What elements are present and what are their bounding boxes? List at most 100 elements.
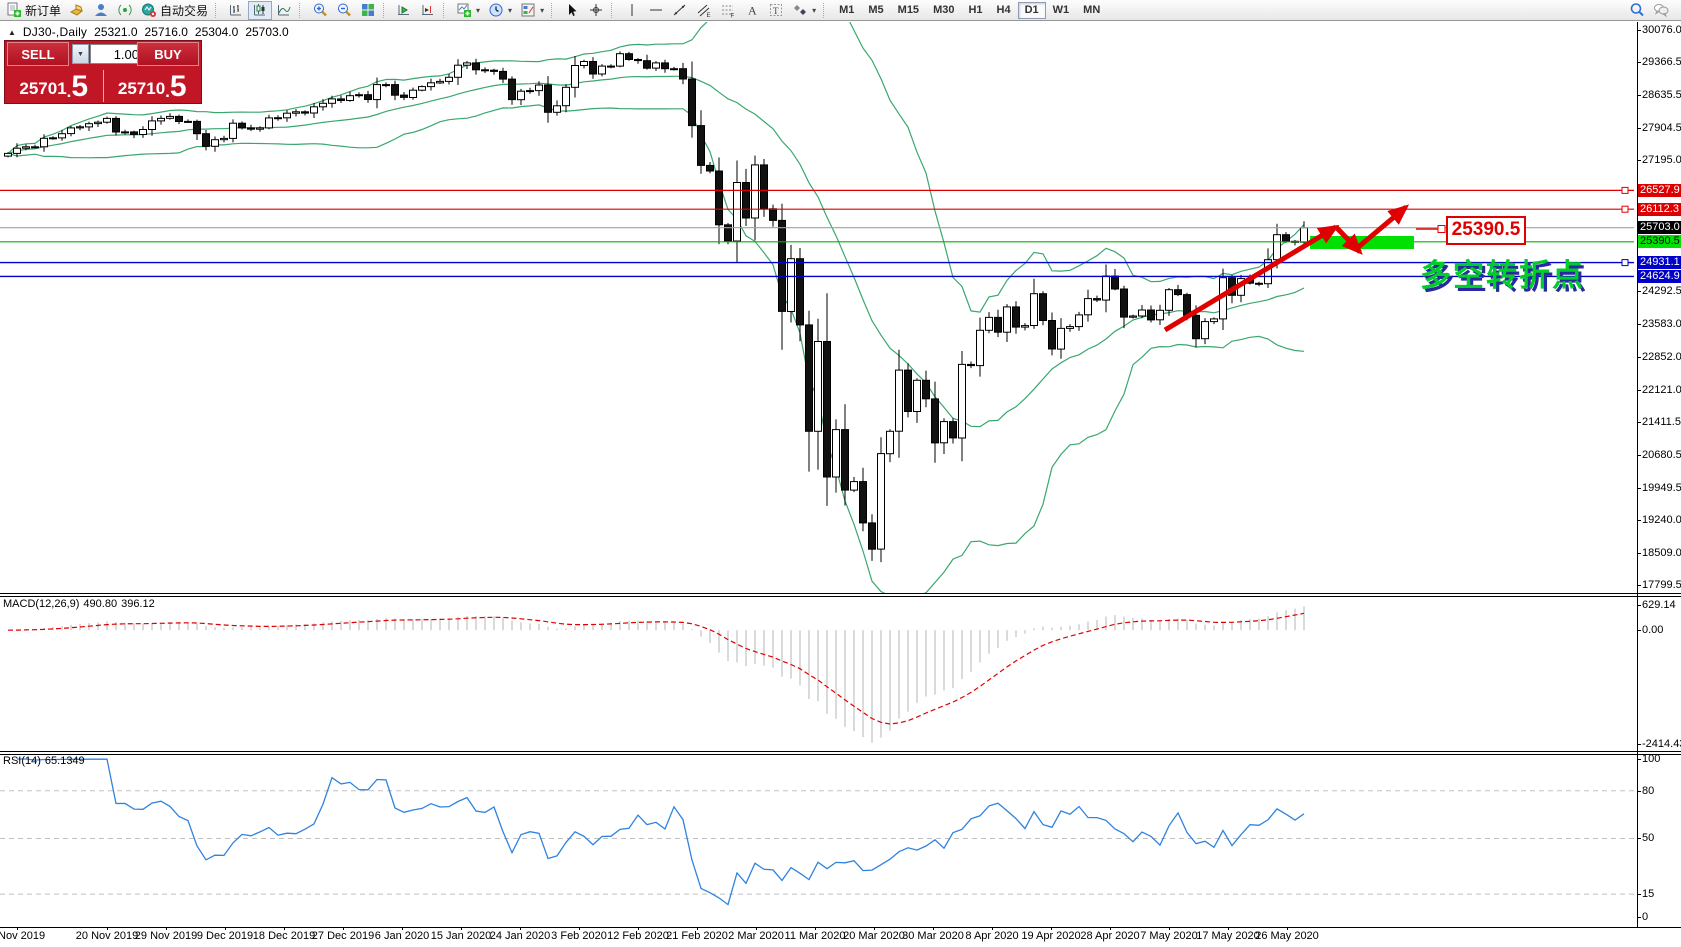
panel-separator — [0, 927, 1681, 928]
fibonacci-button[interactable]: F — [716, 1, 740, 20]
trendline-button[interactable] — [668, 1, 692, 20]
signals-button[interactable] — [113, 1, 137, 20]
rsi-axis-tick — [1637, 759, 1641, 760]
price-flag-label[interactable]: 25390.5 — [1446, 216, 1526, 245]
panel-separator[interactable] — [0, 593, 1681, 594]
rsi-axis-tick — [1637, 838, 1641, 839]
price-axis-tick — [1637, 519, 1641, 521]
annotation-note[interactable]: 多空转折点 — [1420, 258, 1585, 293]
zoom-in-button[interactable] — [308, 1, 332, 20]
candlestick-series — [4, 51, 1308, 563]
bar-chart-button[interactable] — [224, 1, 248, 20]
timeframe-h1[interactable]: H1 — [961, 2, 989, 19]
toolbar-group: ▾ ▾ ▾ — [452, 0, 548, 21]
price-axis-label: 20680.5 — [1642, 448, 1681, 461]
price-axis-label: 19240.0 — [1642, 513, 1681, 526]
sell-button[interactable]: SELL — [7, 42, 69, 66]
toolbar-group — [392, 0, 440, 21]
auto-trading-button[interactable]: 自动交易 — [137, 1, 212, 20]
date-axis-tick — [520, 927, 521, 930]
cursor-icon — [564, 2, 580, 18]
macd-axis-tick — [1637, 630, 1641, 631]
horizontal-level-line[interactable] — [0, 259, 1634, 267]
trend-arrows[interactable] — [1163, 204, 1410, 333]
symbol-name: DJ30-,Daily — [22, 25, 88, 39]
date-axis-label: 21 Feb 2020 — [666, 930, 728, 942]
cursor-button[interactable] — [560, 1, 584, 20]
new-order-button[interactable]: 新订单 — [2, 1, 65, 20]
line-chart-button[interactable] — [272, 1, 296, 20]
rsi-axis-tick — [1637, 917, 1641, 918]
macd-axis-tick — [1637, 744, 1641, 745]
panel-separator[interactable] — [0, 751, 1681, 752]
date-axis-tick — [402, 927, 403, 930]
price-axis-label: 28635.5 — [1642, 89, 1681, 102]
volume-decrease-button[interactable]: ▼ — [72, 44, 89, 64]
svg-text:T: T — [773, 6, 779, 16]
chevron-down-icon: ▾ — [540, 5, 545, 15]
price-axis-tick — [1637, 552, 1641, 554]
price-axis-label: 22852.0 — [1642, 350, 1681, 363]
indicators-button[interactable]: ▾ — [516, 1, 548, 20]
toolbar-separator — [823, 2, 828, 18]
date-axis-tick — [815, 927, 816, 930]
zoom-out-button[interactable] — [332, 1, 356, 20]
toolbar-group — [560, 0, 608, 21]
sell-price[interactable]: 25701. 5 — [19, 70, 89, 103]
timeframe-m5[interactable]: M5 — [861, 2, 890, 19]
price-axis-tick — [1637, 356, 1641, 358]
price-axis-label: 27195.0 — [1642, 154, 1681, 167]
price-axis-label: 29366.5 — [1642, 56, 1681, 69]
crosshair-button[interactable] — [584, 1, 608, 20]
candlestick-chart-button[interactable] — [248, 0, 273, 20]
new-chart-button[interactable]: ▾ — [452, 1, 484, 20]
date-axis-tick — [756, 927, 757, 930]
date-axis-tick — [1228, 927, 1229, 930]
community-button[interactable] — [89, 1, 113, 20]
text-button[interactable]: A — [740, 1, 764, 20]
text-label-button[interactable]: T — [764, 1, 788, 20]
timeframe-d1[interactable]: D1 — [1017, 1, 1046, 19]
auto-trading-icon — [141, 2, 157, 18]
timeframe-w1[interactable]: W1 — [1046, 2, 1077, 19]
tile-windows-button[interactable] — [356, 1, 380, 20]
volume-input[interactable] — [90, 44, 144, 64]
date-axis-tick — [17, 927, 18, 930]
timeframe-h4[interactable]: H4 — [990, 2, 1018, 19]
buy-price[interactable]: 25710. 5 — [117, 70, 187, 103]
timeframe-m30[interactable]: M30 — [926, 2, 961, 19]
buy-button[interactable]: BUY — [137, 42, 199, 66]
price-axis-tick — [1637, 128, 1641, 130]
bollinger-bands — [7, 22, 1305, 593]
date-axis-label: 20 Mar 2020 — [843, 930, 905, 942]
price-axis-tick — [1637, 454, 1641, 456]
toolbar-separator — [551, 2, 556, 18]
toolbar-group — [308, 0, 380, 21]
search-button[interactable] — [1625, 1, 1649, 20]
price-axis-label: 27904.5 — [1642, 122, 1681, 135]
chart-shift-button[interactable] — [416, 1, 440, 20]
date-axis-tick — [638, 927, 639, 930]
crosshair-icon — [588, 2, 604, 18]
new-order-label: 新订单 — [25, 3, 62, 18]
timeframe-mn[interactable]: MN — [1076, 2, 1107, 19]
auto-scroll-button[interactable] — [392, 1, 416, 20]
equidistant-channel-button[interactable]: E — [692, 1, 716, 20]
timeframe-m1[interactable]: M1 — [832, 2, 861, 19]
date-axis-label: 24 Jan 2020 — [489, 930, 551, 942]
timeframe-m15[interactable]: M15 — [891, 2, 926, 19]
favorites-icon — [69, 2, 85, 18]
arrows-button[interactable]: ▾ — [788, 1, 820, 20]
horizontal-line-button[interactable] — [644, 1, 668, 20]
toolbar-separator — [611, 2, 616, 18]
horizontal-level-line[interactable] — [0, 205, 1634, 213]
periods-button[interactable]: ▾ — [484, 1, 516, 20]
horizontal-level-line[interactable] — [0, 186, 1634, 194]
chat-button[interactable] — [1649, 1, 1673, 20]
favorites-button[interactable] — [65, 1, 89, 20]
toolbar: 新订单 自动交易 ▾ ▾ ▾ E F A T ▾ M1 M5 M15 M30 H1 H4 D1 W1 MN — [0, 0, 1681, 21]
date-axis-label: 7 May 2020 — [1140, 930, 1198, 942]
vertical-line-button[interactable] — [620, 1, 644, 20]
